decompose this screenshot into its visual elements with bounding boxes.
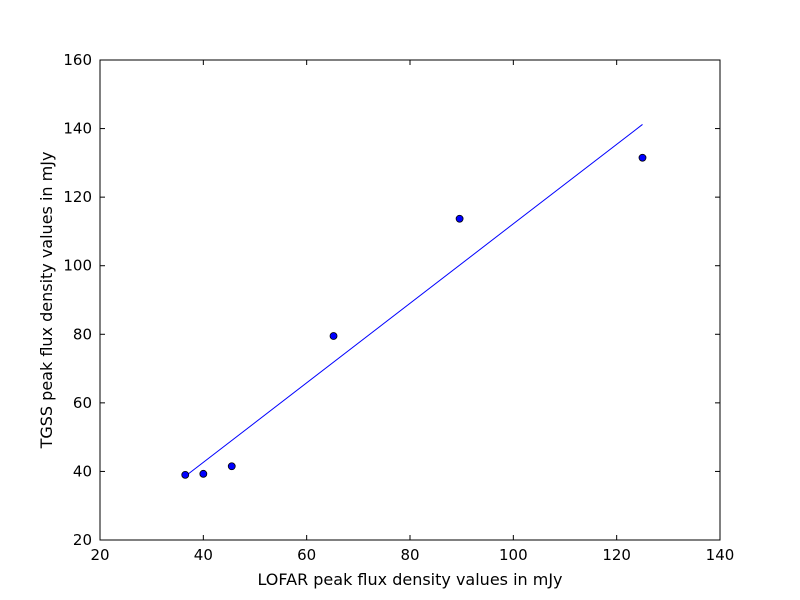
x-axis-label: LOFAR peak flux density values in mJy — [257, 570, 562, 589]
x-tick-label: 60 — [297, 546, 316, 564]
data-point — [181, 470, 190, 479]
data-point — [455, 214, 464, 223]
data-point — [329, 332, 338, 340]
y-axis-label: TGSS peak flux density values in mJy — [37, 152, 56, 450]
data-point — [638, 153, 647, 162]
x-tick-label: 140 — [706, 546, 735, 564]
x-tick-label: 20 — [90, 546, 109, 564]
data-points-layer — [181, 153, 647, 479]
y-tick-label: 20 — [73, 531, 92, 549]
y-tick-label: 60 — [73, 394, 92, 412]
data-point — [199, 469, 208, 478]
y-tick-label: 120 — [63, 188, 92, 206]
y-tick-label: 80 — [73, 325, 92, 343]
x-tick-label: 40 — [194, 546, 213, 564]
fit-line-layer — [184, 124, 643, 477]
fit-line — [184, 124, 643, 477]
data-point — [227, 462, 236, 471]
y-tick-label: 160 — [63, 51, 92, 69]
y-tick-label: 100 — [63, 257, 92, 275]
axis-ticks-layer: 20 40 60 80 100 120 140 20 40 60 80 100 120 140 160 — [63, 51, 734, 564]
x-tick-label: 80 — [400, 546, 419, 564]
y-tick-label: 140 — [63, 120, 92, 138]
x-tick-label: 100 — [499, 546, 528, 564]
x-tick-label: 120 — [602, 546, 631, 564]
y-tick-label: 40 — [73, 462, 92, 480]
